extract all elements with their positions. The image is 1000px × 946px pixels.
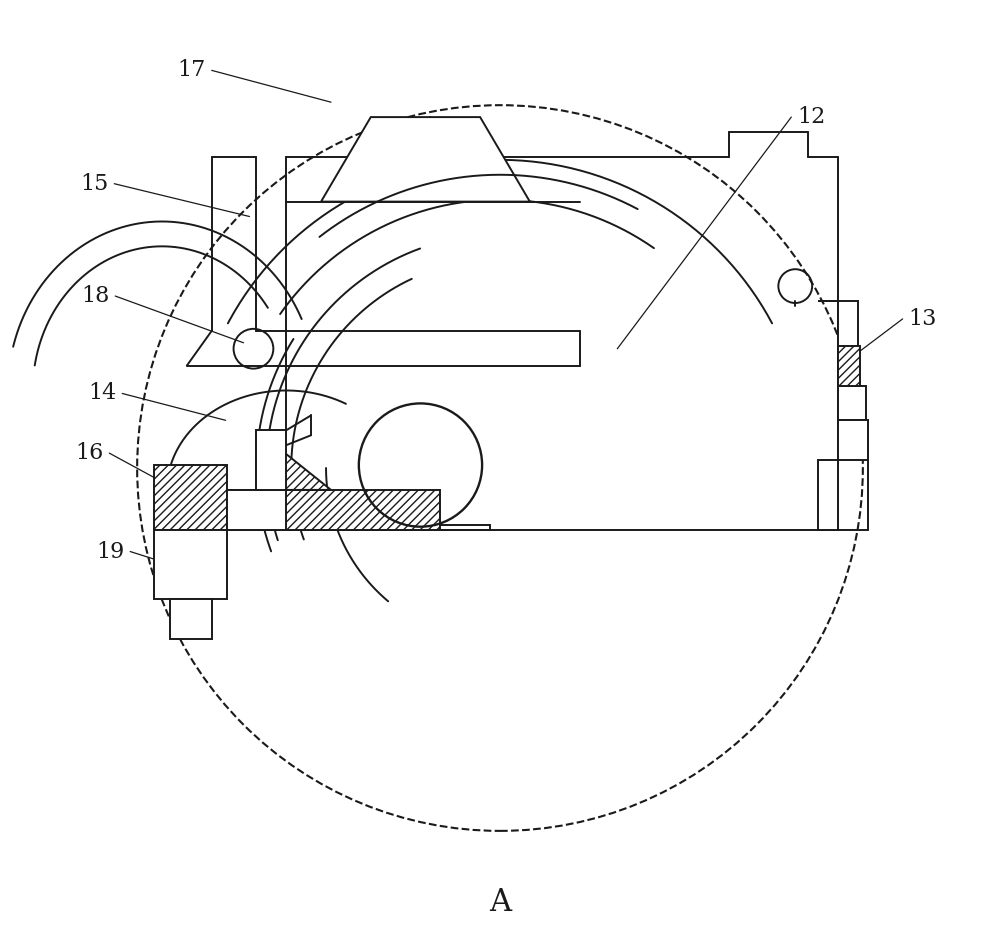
Text: 19: 19	[96, 540, 124, 563]
Text: 12: 12	[797, 106, 825, 128]
Polygon shape	[256, 430, 331, 490]
Text: 18: 18	[81, 285, 109, 307]
Text: 14: 14	[88, 382, 116, 405]
Text: 15: 15	[80, 173, 108, 195]
Polygon shape	[256, 430, 286, 490]
Polygon shape	[838, 386, 866, 420]
Polygon shape	[818, 460, 838, 530]
Polygon shape	[154, 465, 227, 530]
Polygon shape	[321, 117, 530, 201]
Polygon shape	[227, 490, 286, 530]
Polygon shape	[818, 301, 858, 371]
Polygon shape	[838, 345, 860, 386]
Polygon shape	[170, 599, 212, 639]
Text: 16: 16	[75, 442, 103, 464]
Polygon shape	[154, 530, 227, 599]
Text: 13: 13	[909, 307, 937, 330]
Polygon shape	[227, 490, 440, 530]
Text: A: A	[489, 887, 511, 918]
Polygon shape	[838, 420, 868, 460]
Text: 17: 17	[177, 60, 206, 81]
